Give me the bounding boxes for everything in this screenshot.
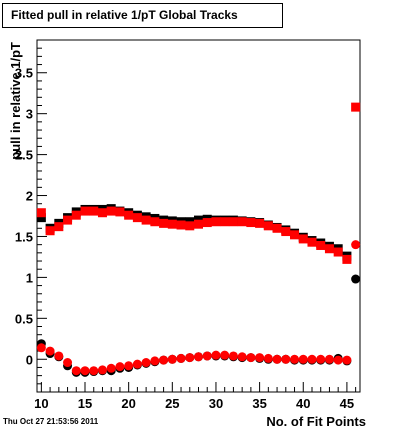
data-point-circle (342, 355, 352, 365)
data-point-circle (290, 354, 300, 364)
data-point-square (194, 219, 203, 229)
data-point-square (159, 218, 169, 228)
data-point-circle (141, 358, 151, 368)
data-point-square (106, 206, 116, 216)
data-point-square (281, 227, 291, 237)
data-point-square (351, 102, 361, 112)
timestamp: Thu Oct 27 21:53:56 2011 (3, 417, 99, 426)
data-point-circle (316, 354, 326, 364)
data-point-square (263, 221, 273, 231)
data-point-square (211, 217, 221, 227)
data-point-circle (333, 355, 343, 365)
x-tick-label: 40 (296, 396, 310, 411)
data-marks (36, 102, 361, 377)
data-point-square (324, 244, 334, 254)
data-point-square (255, 218, 265, 228)
x-tick-label: 10 (34, 396, 48, 411)
y-tick-label: 3 (26, 107, 33, 122)
data-point-square (272, 223, 282, 233)
data-point-circle (97, 365, 107, 375)
data-point-circle (150, 356, 160, 366)
data-point-circle (106, 363, 116, 373)
data-point-circle (298, 354, 308, 364)
data-point-square (342, 254, 352, 264)
y-tick-label: 2.5 (15, 148, 33, 163)
data-point-circle (263, 353, 273, 363)
data-point-circle (176, 353, 186, 363)
data-point-square (124, 210, 134, 220)
y-tick-label: 0.5 (15, 311, 33, 326)
data-point-square (45, 226, 55, 236)
data-point-circle (324, 354, 334, 364)
data-point-circle (185, 353, 195, 363)
data-point-square (290, 230, 300, 240)
data-point-circle (45, 346, 55, 356)
data-point-square (246, 218, 256, 228)
data-point-square (228, 217, 238, 227)
data-point-square (202, 218, 212, 228)
data-point-square (97, 208, 107, 218)
data-point-circle (211, 350, 221, 360)
data-point-circle (89, 366, 99, 376)
x-tick-label: 15 (78, 396, 92, 411)
data-point-square (132, 213, 142, 223)
data-point-circle (307, 354, 317, 364)
data-point-circle (237, 352, 247, 362)
data-point-square (36, 213, 46, 223)
data-point-circle (246, 353, 256, 363)
data-point-square (220, 217, 230, 227)
axes: 10 15 20 25 30 35 40 45 0 0.5 1 1.5 2 2.5 3 3.5 (15, 47, 357, 411)
data-point-square (71, 210, 81, 220)
data-point-circle (202, 351, 212, 361)
data-point-circle (351, 274, 361, 284)
data-point-square (167, 219, 177, 229)
data-point-circle (351, 240, 361, 250)
data-point-circle (159, 355, 169, 365)
y-tick-label: 2 (26, 189, 33, 204)
data-point-square (333, 247, 343, 257)
data-point-square (54, 222, 64, 232)
data-point-circle (71, 366, 81, 376)
data-point-square (307, 237, 317, 247)
x-tick-label: 30 (209, 396, 223, 411)
data-point-circle (281, 354, 291, 364)
x-tick-label: 45 (340, 396, 354, 411)
data-point-circle (272, 354, 282, 364)
data-point-circle (194, 352, 203, 362)
data-point-circle (54, 351, 64, 361)
data-point-circle (115, 362, 125, 372)
data-point-circle (124, 361, 134, 371)
data-point-circle (36, 343, 46, 353)
y-tick-label: 0 (26, 352, 33, 367)
x-tick-label: 35 (252, 396, 266, 411)
data-point-circle (228, 351, 238, 361)
data-point-square (89, 206, 99, 216)
data-point-square (36, 208, 46, 218)
y-axis-title: pull in relative 1/pT (8, 42, 23, 160)
data-point-square (298, 234, 308, 244)
data-point-square (80, 206, 90, 216)
data-point-square (115, 207, 125, 217)
x-tick-label: 25 (165, 396, 179, 411)
data-point-circle (220, 350, 230, 360)
y-tick-label: 1.5 (15, 229, 33, 244)
data-point-square (150, 217, 160, 227)
data-point-circle (132, 359, 142, 369)
data-point-circle (63, 358, 73, 368)
data-point-square (316, 240, 326, 250)
data-point-square (176, 220, 186, 230)
data-point-square (237, 217, 247, 227)
data-point-circle (255, 353, 265, 363)
data-point-circle (167, 354, 177, 364)
data-point-square (141, 215, 151, 225)
data-point-square (63, 215, 73, 225)
chart-title: Fitted pull in relative 1/pT Global Trac… (2, 3, 283, 28)
y-tick-label: 3.5 (15, 66, 33, 81)
data-point-circle (80, 366, 90, 376)
x-tick-label: 20 (121, 396, 135, 411)
data-point-square (185, 221, 195, 231)
x-axis-title: No. of Fit Points (266, 414, 366, 429)
y-tick-label: 1 (26, 270, 33, 285)
